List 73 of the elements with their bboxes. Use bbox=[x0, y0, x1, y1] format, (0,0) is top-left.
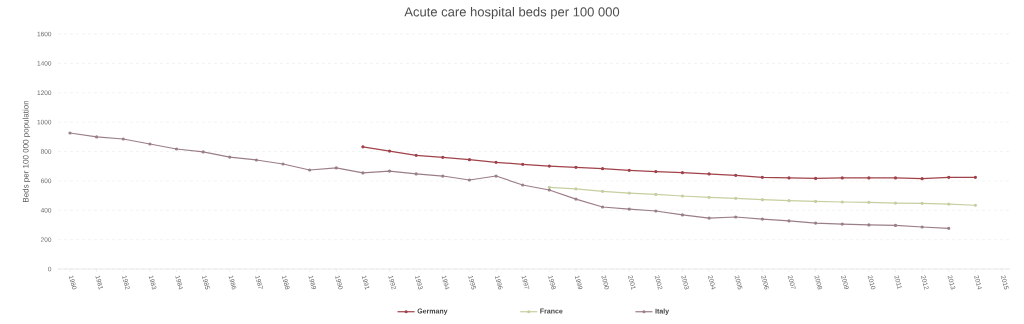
point bbox=[387, 149, 392, 153]
point bbox=[920, 177, 924, 181]
point bbox=[814, 176, 818, 180]
point bbox=[787, 219, 791, 223]
point bbox=[547, 164, 551, 168]
point bbox=[521, 183, 525, 187]
point bbox=[840, 176, 844, 180]
point bbox=[308, 168, 312, 172]
point bbox=[494, 174, 498, 178]
point bbox=[654, 170, 658, 174]
point bbox=[95, 135, 99, 139]
point bbox=[840, 200, 844, 204]
point bbox=[600, 167, 605, 171]
point bbox=[867, 200, 871, 204]
point bbox=[654, 209, 658, 213]
point bbox=[867, 223, 871, 227]
point bbox=[893, 223, 898, 227]
point bbox=[441, 155, 445, 159]
point bbox=[867, 176, 871, 180]
point bbox=[947, 226, 951, 230]
point bbox=[414, 153, 418, 157]
point bbox=[441, 174, 445, 178]
point bbox=[414, 172, 418, 176]
point bbox=[654, 192, 658, 196]
point bbox=[600, 205, 605, 209]
point bbox=[840, 222, 844, 226]
point bbox=[893, 176, 898, 180]
point bbox=[254, 158, 258, 162]
point bbox=[467, 158, 472, 162]
point bbox=[760, 198, 764, 202]
point bbox=[574, 165, 578, 169]
point bbox=[920, 225, 924, 229]
point bbox=[361, 145, 365, 149]
point bbox=[760, 217, 764, 221]
chart-title: Acute care hospital beds per 100 000 bbox=[404, 6, 620, 20]
point bbox=[734, 196, 738, 200]
point bbox=[947, 202, 951, 206]
point bbox=[627, 191, 631, 195]
point bbox=[334, 166, 338, 170]
point bbox=[600, 189, 605, 193]
point bbox=[228, 155, 232, 159]
point bbox=[627, 207, 631, 211]
point bbox=[680, 194, 685, 198]
point bbox=[201, 150, 205, 154]
point bbox=[707, 172, 711, 176]
point bbox=[680, 171, 685, 175]
point bbox=[521, 162, 525, 166]
point bbox=[68, 131, 72, 135]
point bbox=[814, 221, 818, 225]
point bbox=[707, 195, 711, 199]
point bbox=[707, 216, 711, 220]
point bbox=[893, 201, 898, 205]
point bbox=[920, 201, 924, 205]
point bbox=[787, 176, 791, 180]
point bbox=[574, 197, 578, 201]
point bbox=[734, 215, 738, 219]
point bbox=[174, 147, 179, 151]
point bbox=[973, 175, 977, 179]
point bbox=[680, 213, 685, 217]
point bbox=[574, 187, 578, 191]
point bbox=[760, 175, 764, 179]
point bbox=[734, 173, 738, 177]
point bbox=[947, 175, 951, 179]
point bbox=[973, 203, 977, 207]
point bbox=[467, 178, 472, 182]
point bbox=[494, 160, 498, 164]
point bbox=[121, 137, 125, 141]
y-axis-title: Beds per 100 000 population bbox=[22, 100, 31, 202]
point bbox=[387, 169, 392, 173]
point bbox=[627, 168, 631, 172]
point bbox=[787, 199, 791, 203]
point bbox=[281, 162, 285, 166]
point bbox=[361, 171, 365, 175]
